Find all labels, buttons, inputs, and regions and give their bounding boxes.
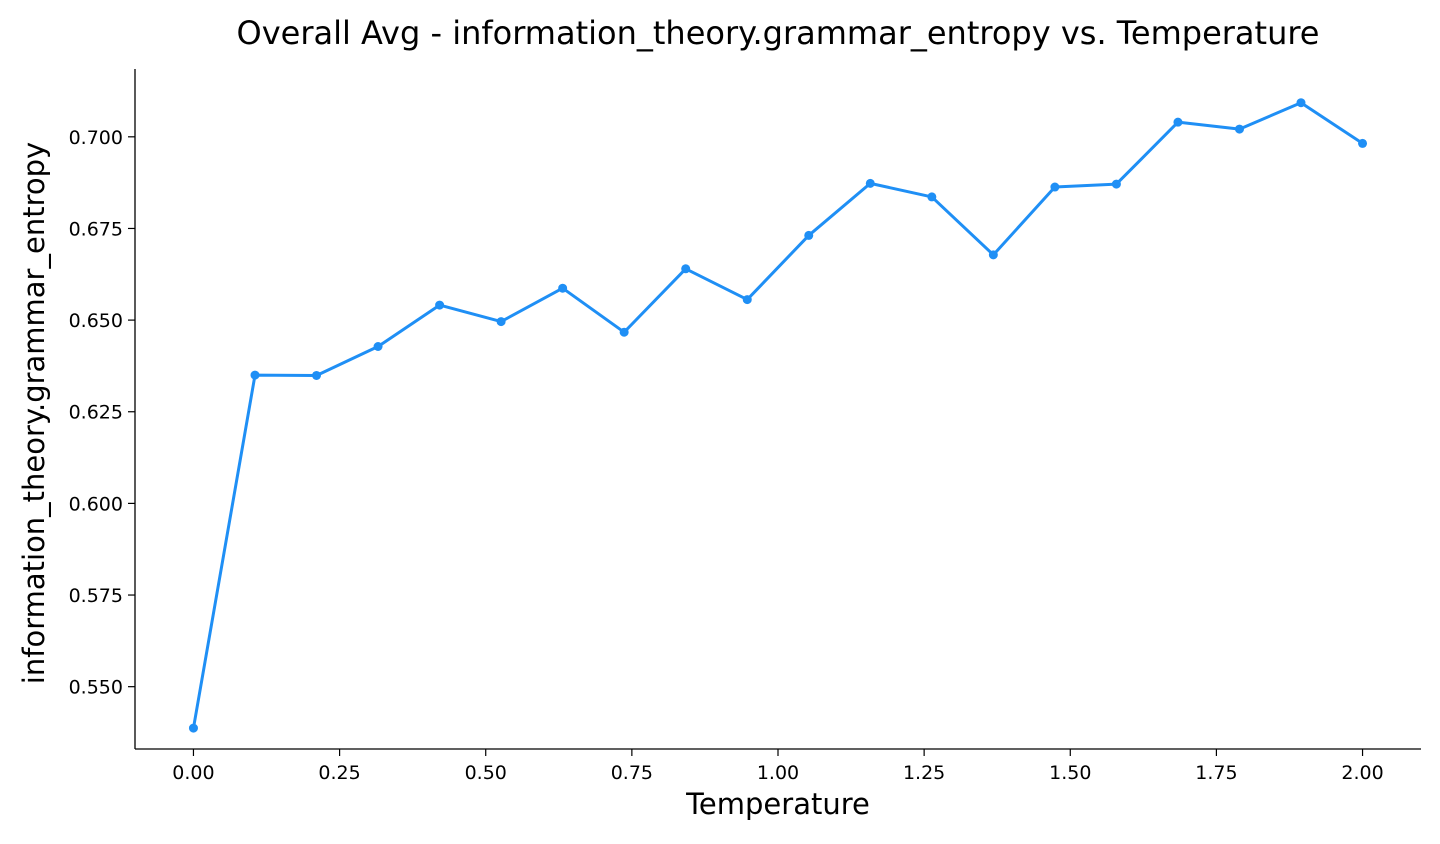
data-point: [1296, 98, 1306, 108]
x-tick-label: 2.00: [1341, 762, 1383, 784]
y-tick-label: 0.625: [69, 402, 123, 424]
data-point: [250, 370, 260, 380]
y-tick-label: 0.600: [69, 493, 123, 515]
data-point: [988, 250, 998, 260]
data-point: [435, 300, 445, 310]
x-tick-label: 0.75: [611, 762, 653, 784]
chart-title: Overall Avg - information_theory.grammar…: [237, 14, 1320, 52]
x-tick-label: 0.25: [318, 762, 360, 784]
data-point: [1111, 179, 1121, 189]
data-point: [188, 723, 198, 733]
x-tick-label: 1.75: [1195, 762, 1237, 784]
axes: [134, 69, 1421, 750]
data-point: [312, 370, 322, 380]
y-tick-label: 0.650: [69, 310, 123, 332]
data-point: [865, 178, 875, 188]
x-tick-label: 1.00: [757, 762, 799, 784]
series-layer: [188, 98, 1368, 733]
x-tick-label: 0.00: [172, 762, 214, 784]
data-point: [496, 317, 506, 327]
x-tick-label: 0.50: [465, 762, 507, 784]
y-axis-title: information_theory.grammar_entropy: [17, 142, 51, 684]
y-tick-label: 0.675: [69, 218, 123, 240]
x-axis-ticks: 0.00 0.25 0.50 0.75 1.00 1.25 1.50 1.75 2.00: [172, 749, 1384, 784]
data-point: [1358, 138, 1368, 148]
y-tick-label: 0.700: [69, 127, 123, 149]
data-point: [681, 264, 691, 274]
series-line: [191, 101, 1365, 730]
data-point: [1173, 117, 1183, 127]
y-axis-ticks: 0.550 0.575 0.600 0.625 0.650 0.675 0.700: [69, 127, 135, 699]
x-tick-label: 1.50: [1049, 762, 1091, 784]
data-point: [373, 341, 383, 351]
x-axis-title: Temperature: [685, 787, 870, 821]
data-point: [1050, 182, 1060, 192]
data-point: [619, 327, 629, 337]
y-tick-label: 0.575: [69, 585, 123, 607]
data-point: [927, 192, 937, 202]
data-point: [804, 230, 814, 240]
data-point: [742, 295, 752, 305]
data-point: [1234, 124, 1244, 134]
y-tick-label: 0.550: [69, 677, 123, 699]
data-point: [558, 283, 568, 293]
x-tick-label: 1.25: [903, 762, 945, 784]
